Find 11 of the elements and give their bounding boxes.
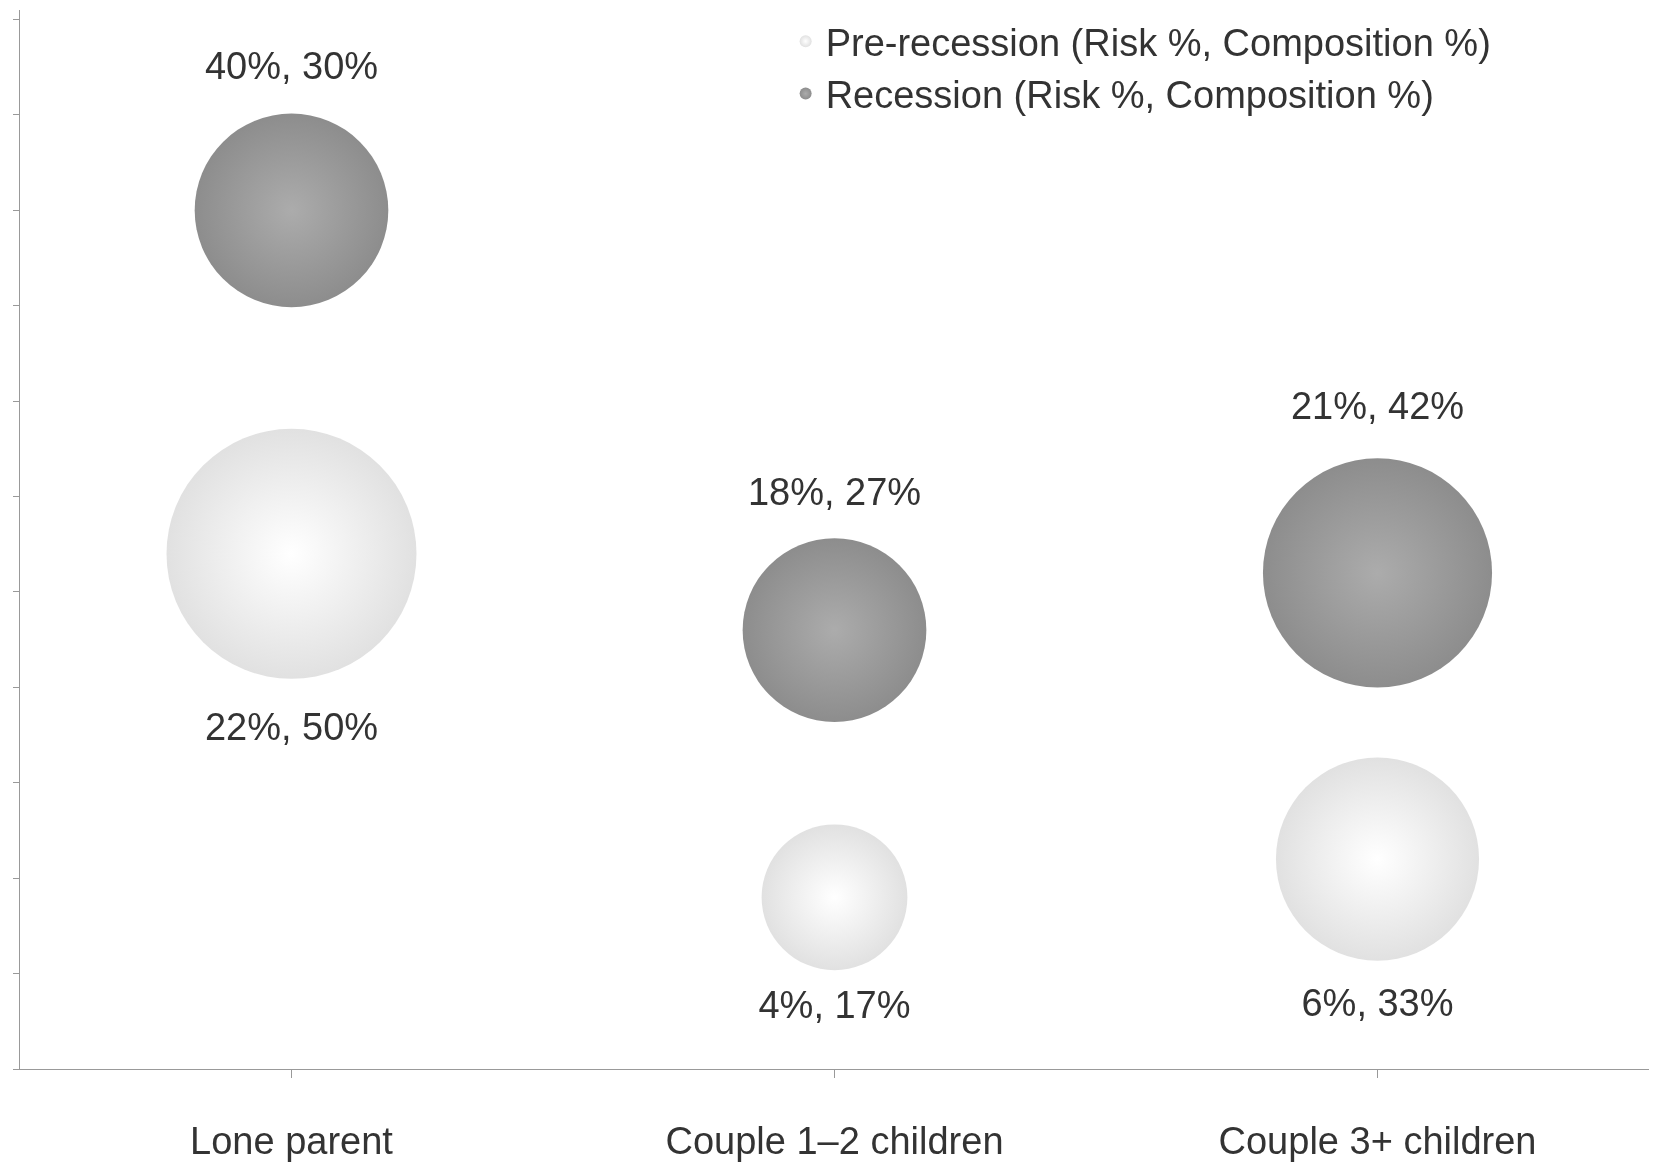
data-label: 18%, 27% [747,470,922,513]
data-label: 21%, 42% [1290,385,1465,428]
x-tick-label: Couple 1–2 children [665,1119,1004,1162]
legend-label: Recession (Risk %, Composition %) [825,74,1434,117]
x-tick-label: Couple 3+ children [1218,1119,1537,1162]
legend-label: Pre-recession (Risk %, Composition %) [825,22,1491,65]
data-label: 6%, 33% [1301,981,1454,1024]
data-label: 4%, 17% [758,983,911,1026]
data-label: 22%, 50% [204,705,379,748]
data-label: 40%, 30% [204,44,379,87]
x-tick-label: Lone parent [190,1119,394,1162]
